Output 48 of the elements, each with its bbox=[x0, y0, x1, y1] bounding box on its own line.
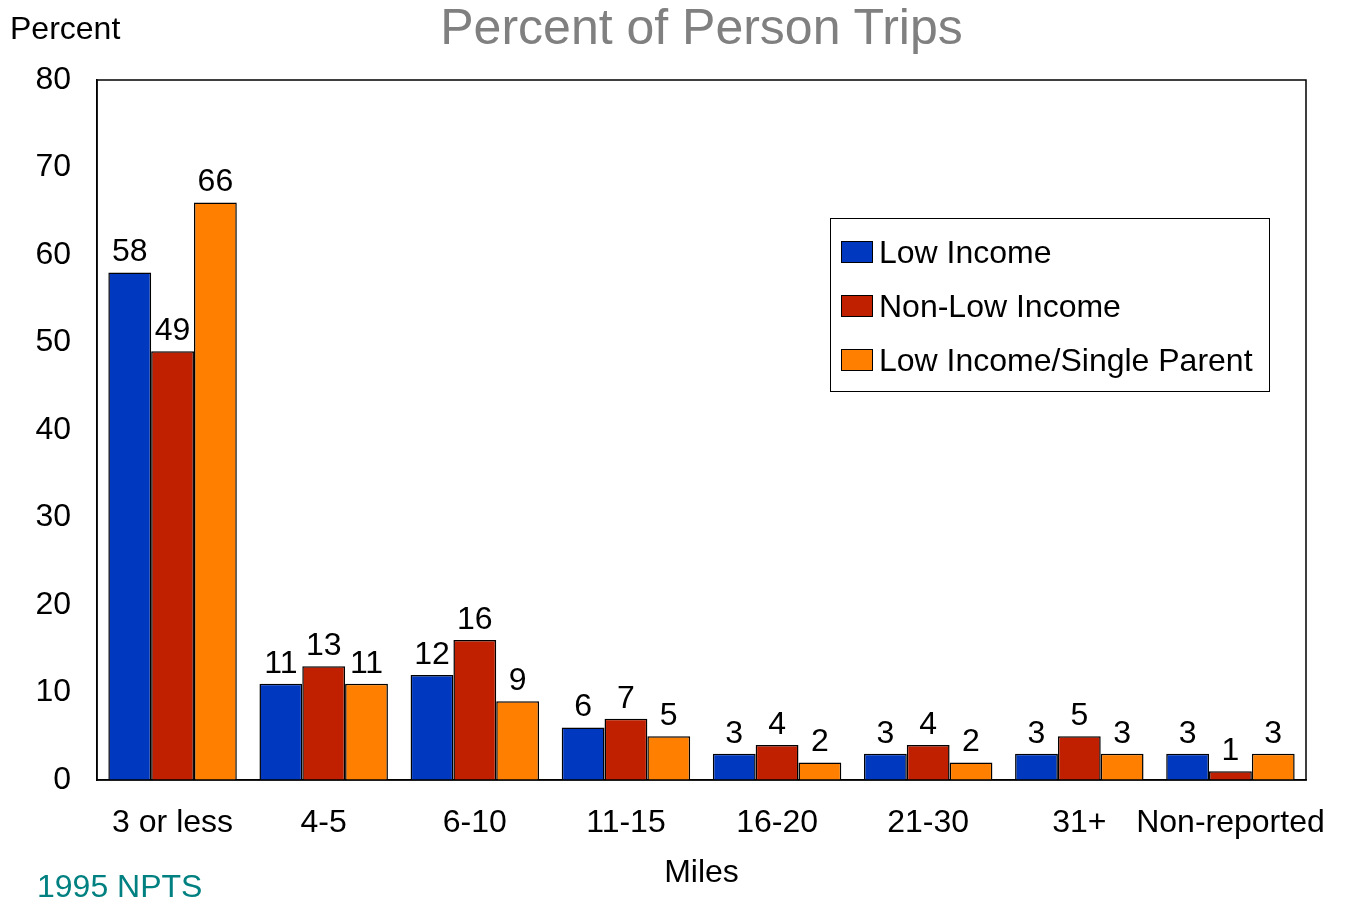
data-label: 3 bbox=[1113, 713, 1132, 750]
legend-label: Low Income/Single Parent bbox=[879, 341, 1253, 379]
data-label: 12 bbox=[414, 634, 450, 671]
data-label: 9 bbox=[508, 661, 527, 698]
chart-title: Percent of Person Trips bbox=[440, 0, 963, 56]
data-label: 2 bbox=[810, 722, 829, 759]
data-label: 11 bbox=[264, 643, 298, 680]
data-label: 3 bbox=[1027, 713, 1046, 750]
data-label: 3 bbox=[1264, 713, 1283, 750]
data-label: 16 bbox=[457, 599, 493, 636]
data-label: 7 bbox=[617, 678, 635, 715]
data-label: 4 bbox=[768, 704, 786, 741]
x-tick-label: 21-30 bbox=[887, 803, 970, 840]
data-label: 1 bbox=[1221, 731, 1240, 768]
data-label: 5 bbox=[1070, 696, 1089, 733]
y-tick-label: 80 bbox=[35, 59, 71, 96]
text: 1995 NPTS bbox=[37, 868, 203, 901]
x-tick-label: 11-15 bbox=[586, 803, 666, 840]
data-label: 5 bbox=[659, 696, 678, 733]
data-label: 58 bbox=[111, 232, 148, 269]
data-label: 3 bbox=[725, 713, 744, 750]
data-label: 11 bbox=[349, 643, 384, 680]
data-label: 4 bbox=[919, 704, 938, 741]
x-axis-title: Miles bbox=[664, 853, 739, 890]
y-tick-label: 30 bbox=[35, 497, 71, 534]
x-tick-label: 6-10 bbox=[442, 803, 507, 840]
data-label: 49 bbox=[154, 311, 191, 348]
x-tick-label: 4-5 bbox=[300, 803, 347, 840]
y-tick-label: 20 bbox=[35, 584, 71, 621]
data-label: 2 bbox=[962, 722, 980, 759]
y-tick-label: 40 bbox=[35, 409, 71, 446]
y-tick-label: 0 bbox=[53, 759, 71, 796]
y-axis-title: Percent bbox=[10, 10, 121, 47]
data-label: 3 bbox=[876, 713, 895, 750]
x-tick-label: Non-reported bbox=[1136, 803, 1325, 840]
data-label: 3 bbox=[1178, 713, 1197, 750]
x-tick-label: 3 or less bbox=[112, 803, 234, 840]
legend-label: Non-Low Income bbox=[879, 287, 1121, 325]
y-tick-label: 60 bbox=[35, 234, 71, 271]
data-label: 6 bbox=[574, 687, 593, 724]
x-tick-label: 16-20 bbox=[736, 803, 818, 840]
y-tick-label: 50 bbox=[35, 322, 71, 359]
legend-label: Low Income bbox=[879, 233, 1052, 271]
x-tick-label: 31+ bbox=[1052, 803, 1107, 840]
y-tick-label: 10 bbox=[35, 672, 71, 709]
y-tick-label: 70 bbox=[35, 147, 71, 184]
data-label: 66 bbox=[197, 162, 234, 199]
data-label: 13 bbox=[305, 626, 342, 663]
